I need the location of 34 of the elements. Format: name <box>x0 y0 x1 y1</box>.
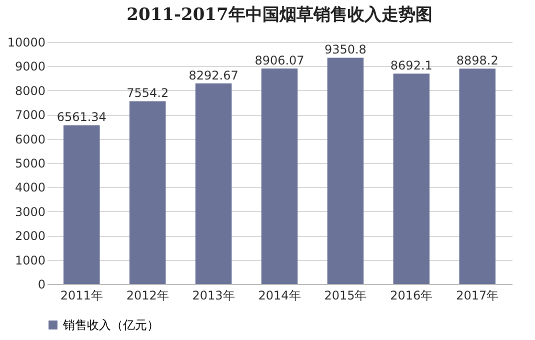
y-tick-label: 0 <box>38 278 46 292</box>
x-tick-label: 2012年 <box>126 288 169 302</box>
bar <box>261 68 298 284</box>
data-label: 6561.34 <box>56 110 106 124</box>
y-tick-label: 4000 <box>14 180 46 195</box>
data-label: 8692.1 <box>390 58 432 73</box>
y-tick-label: 5000 <box>14 156 46 170</box>
data-label: 8906.07 <box>254 53 304 68</box>
y-tick-label: 10000 <box>7 36 46 50</box>
chart-title: 2011-2017年中国烟草销售收入走势图 <box>126 5 432 25</box>
y-tick-label: 7000 <box>14 108 46 122</box>
y-tick-label: 6000 <box>14 132 46 146</box>
data-label: 8898.2 <box>456 54 498 68</box>
bar <box>63 125 100 284</box>
bar <box>459 68 496 284</box>
bar <box>129 101 166 284</box>
x-tick-label: 2015年 <box>324 288 367 302</box>
data-label: 7554.2 <box>126 86 169 100</box>
y-tick-label: 1000 <box>14 253 46 268</box>
data-label: 9350.8 <box>324 42 366 57</box>
y-tick-label: 2000 <box>14 229 46 244</box>
x-tick-label: 2013年 <box>192 288 235 302</box>
x-tick-label: 2016年 <box>390 288 433 302</box>
x-tick-label: 2017年 <box>456 288 499 302</box>
bar <box>327 58 364 284</box>
y-tick-label: 9000 <box>14 60 46 74</box>
x-tick-label: 2014年 <box>258 288 301 302</box>
legend-label: 销售收入（亿元） <box>62 318 159 332</box>
y-tick-label: 3000 <box>14 204 46 219</box>
data-label: 8292.67 <box>188 68 238 82</box>
bar <box>393 74 430 284</box>
x-tick-label: 2011年 <box>60 288 103 302</box>
bar <box>195 83 232 284</box>
y-tick-label: 8000 <box>14 84 46 98</box>
